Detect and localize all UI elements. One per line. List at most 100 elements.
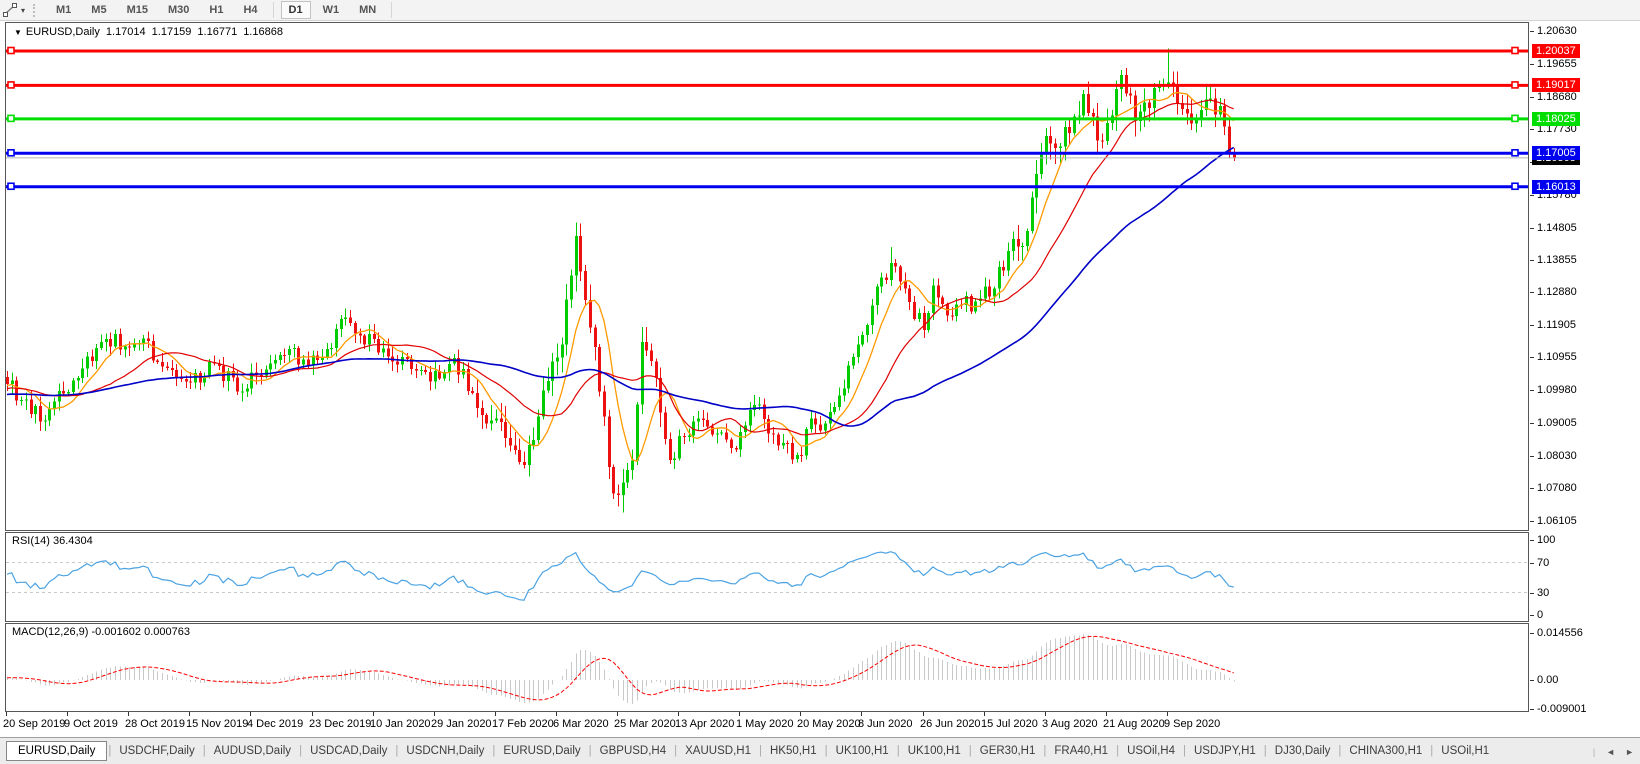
tab-separator: | xyxy=(1592,746,1596,757)
candles-layer xyxy=(6,48,1236,513)
price-axis-tick xyxy=(1530,129,1534,130)
chart-tab-ger30-h1[interactable]: GER30,H1 xyxy=(979,745,1036,757)
chart-tab-usdcnh-daily[interactable]: USDCNH,Daily xyxy=(406,745,485,757)
date-axis[interactable]: 20 Sep 2019 9 Oct 2019 28 Oct 2019 15 Nov 2… xyxy=(0,712,1640,735)
rsi-axis-tick-label: 70 xyxy=(1537,557,1550,569)
price-axis-tick xyxy=(1530,64,1534,65)
price-axis-tick-label: 1.17730 xyxy=(1537,123,1577,135)
date-axis-tick xyxy=(984,712,985,716)
tab-separator: | xyxy=(896,745,900,757)
toolbar-grip[interactable] xyxy=(33,3,37,17)
tab-separator: | xyxy=(299,745,303,757)
tab-separator: | xyxy=(395,745,399,757)
timeframe-button-m1[interactable]: M1 xyxy=(56,4,72,16)
toolbar-separator xyxy=(391,2,393,18)
price-axis-tick xyxy=(1530,260,1534,261)
timeframe-button-m5[interactable]: M5 xyxy=(91,4,107,16)
chart-tab-usdcad-daily[interactable]: USDCAD,Daily xyxy=(310,745,388,757)
chart-tab-eurusd-daily[interactable]: EURUSD,Daily xyxy=(503,745,581,757)
price-axis-tick xyxy=(1530,488,1534,489)
tab-separator: | xyxy=(492,745,496,757)
tab-separator: | xyxy=(588,745,592,757)
date-axis-tick-label: 4 Dec 2019 xyxy=(247,718,304,730)
macd-histogram xyxy=(7,634,1235,704)
rsi-label: RSI(14) 36.4304 xyxy=(12,535,93,547)
macd-axis[interactable]: 0.014556 0.00 -0.009001 xyxy=(1530,623,1640,715)
date-axis-tick xyxy=(250,712,251,716)
price-axis-tick xyxy=(1530,31,1534,32)
price-axis-tick-label: 1.20630 xyxy=(1537,25,1577,37)
chart-tab-china300-h1[interactable]: CHINA300,H1 xyxy=(1349,745,1423,757)
timeframe-button-d1[interactable]: D1 xyxy=(280,1,311,19)
date-axis-tick-label: 15 Nov 2019 xyxy=(186,718,249,730)
date-axis-tick-label: 9 Sep 2020 xyxy=(1164,718,1221,730)
timeframe-button-mn[interactable]: MN xyxy=(359,4,377,16)
date-axis-tick xyxy=(1106,712,1107,716)
date-axis-tick xyxy=(373,712,374,716)
timeframe-button-w1[interactable]: W1 xyxy=(322,4,340,16)
tab-separator: | xyxy=(1338,745,1342,757)
chart-tab-gbpusd-h4[interactable]: GBPUSD,H4 xyxy=(599,745,667,757)
macd-axis-tick xyxy=(1530,633,1534,634)
ohlc-open: 1.17014 xyxy=(105,26,146,38)
chart-tab-uk100-h1[interactable]: UK100,H1 xyxy=(835,745,889,757)
chart-tab-usdchf-daily[interactable]: USDCHF,Daily xyxy=(119,745,195,757)
timeframe-button-h4[interactable]: H4 xyxy=(243,4,258,16)
date-axis-tick xyxy=(312,712,313,716)
moving-average-slow xyxy=(6,146,1235,427)
price-axis-tick-label: 1.09980 xyxy=(1537,384,1577,396)
tab-scroll-left-icon[interactable]: ◄ xyxy=(1606,746,1616,757)
toolbar-separator xyxy=(272,2,274,18)
line-tools-icon[interactable] xyxy=(2,2,18,18)
chart-tab-usoil-h4[interactable]: USOil,H4 xyxy=(1127,745,1175,757)
chart-tab-xauusd-h1[interactable]: XAUUSD,H1 xyxy=(685,745,751,757)
date-axis-tick xyxy=(861,712,862,716)
date-axis-tick-label: 17 Feb 2020 xyxy=(492,718,554,730)
rsi-axis[interactable]: 100 70 30 0 xyxy=(1530,532,1640,622)
price-axis-tick xyxy=(1530,357,1534,358)
rsi-axis-tick-label: 0 xyxy=(1537,609,1544,621)
price-axis-tick xyxy=(1530,228,1534,229)
price-axis-tick-label: 1.19655 xyxy=(1537,58,1577,70)
date-axis-tick xyxy=(1045,712,1046,716)
date-axis-tick xyxy=(617,712,618,716)
tab-scroll-right-icon[interactable]: ► xyxy=(1625,746,1634,757)
macd-axis-tick-label: 0.014556 xyxy=(1537,627,1583,639)
chart-tab-usdjpy-h1[interactable]: USDJPY,H1 xyxy=(1194,745,1256,757)
price-axis[interactable]: 1.206301.196551.186801.177301.167551.157… xyxy=(1530,22,1640,531)
ohlc-close: 1.16868 xyxy=(243,26,283,38)
macd-panel[interactable]: MACD(12,26,9) -0.001602 0.000763 xyxy=(5,623,1529,712)
timeframe-button-h1[interactable]: H1 xyxy=(209,4,224,16)
price-axis-tick-label: 1.08030 xyxy=(1537,450,1577,462)
chart-tab-dj30-daily[interactable]: DJ30,Daily xyxy=(1274,745,1331,757)
chart-tab-usoil-h1[interactable]: USOil,H1 xyxy=(1441,745,1490,757)
timeframe-button-m15[interactable]: M15 xyxy=(126,4,148,16)
chart-menu-arrow-icon[interactable]: ▼ xyxy=(14,28,22,37)
chart-tab-eurusd-daily[interactable]: EURUSD,Daily xyxy=(6,741,108,761)
level-handle xyxy=(1511,148,1519,157)
chart-tab-hk50-h1[interactable]: HK50,H1 xyxy=(769,745,817,757)
date-axis-tick xyxy=(923,712,924,716)
chart-tab-audusd-daily[interactable]: AUDUSD,Daily xyxy=(213,745,292,757)
price-axis-tick xyxy=(1530,195,1534,196)
tools-dropdown-arrow[interactable]: ▾ xyxy=(21,5,26,15)
price-axis-tick xyxy=(1530,325,1534,326)
price-chart-panel[interactable]: ▼ EURUSD,Daily 1.17014 1.17159 1.16771 1.1686… xyxy=(5,22,1529,531)
macd-signal-line xyxy=(6,635,1234,701)
price-axis-tick-label: 1.18680 xyxy=(1537,91,1577,103)
date-axis-tick-label: 1 May 2020 xyxy=(736,718,794,730)
timeframe-button-m30[interactable]: M30 xyxy=(167,4,190,16)
rsi-panel[interactable]: RSI(14) 36.4304 xyxy=(5,532,1529,622)
date-axis-tick-label: 21 Aug 2020 xyxy=(1103,718,1165,730)
tab-separator: | xyxy=(1430,745,1434,757)
chart-tab-fra40-h1[interactable]: FRA40,H1 xyxy=(1054,745,1109,757)
chart-canvas[interactable] xyxy=(6,23,1528,530)
level-handle xyxy=(7,148,15,157)
date-axis-tick xyxy=(6,712,7,716)
level-price-badge: 1.20037 xyxy=(1532,44,1580,58)
tab-separator: | xyxy=(1043,745,1047,757)
macd-axis-tick-label: 0.00 xyxy=(1537,674,1559,686)
chart-tab-uk100-h1[interactable]: UK100,H1 xyxy=(907,745,961,757)
chart-title: ▼ EURUSD,Daily 1.17014 1.17159 1.16771 1.1686… xyxy=(14,26,283,38)
